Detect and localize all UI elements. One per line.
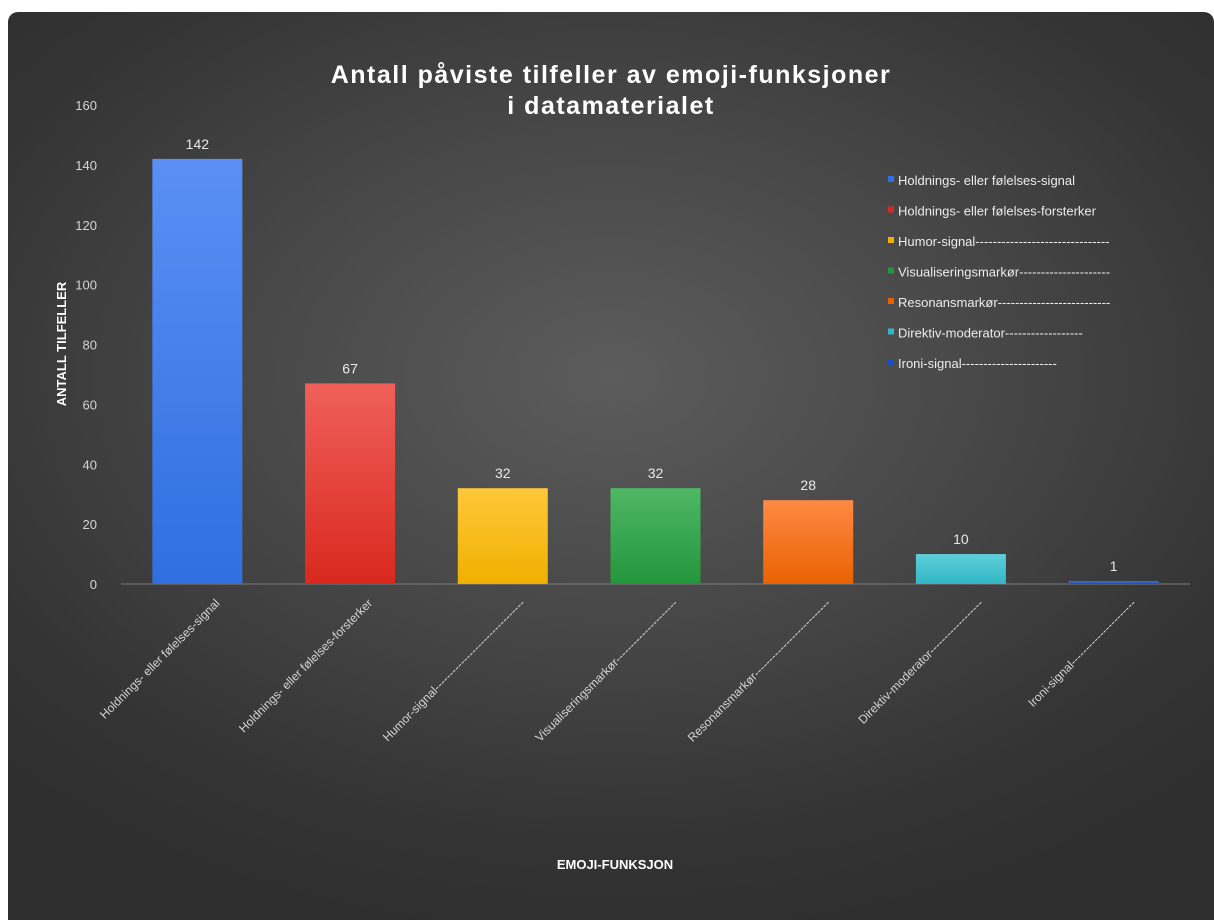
y-tick-label: 60 xyxy=(83,397,97,412)
bar xyxy=(1068,581,1159,584)
legend-swatch xyxy=(888,176,894,182)
data-labels: 142 67 32 32 28 10 1 xyxy=(186,136,1118,574)
legend: Holdnings- eller følelses-signal Holdning… xyxy=(888,173,1110,371)
bar xyxy=(152,158,243,584)
legend-label: Resonansmarkør-------------------------- xyxy=(898,295,1110,310)
legend-swatch xyxy=(888,206,894,213)
data-label: 1 xyxy=(1110,558,1118,574)
chart-panel: Antall påviste tilfeller av emoji-funksj… xyxy=(8,12,1214,920)
x-axis-title: EMOJI-FUNKSJON xyxy=(557,857,673,872)
category-label: Direktiv-moderator------------------ xyxy=(856,596,987,727)
y-tick-label: 20 xyxy=(83,517,97,532)
data-label: 67 xyxy=(342,360,358,376)
legend-label: Humor-signal----------------------------… xyxy=(898,234,1110,249)
y-axis-ticks: 0 20 40 60 80 100 120 140 160 xyxy=(75,98,97,592)
legend-swatch xyxy=(888,267,894,274)
legend-label: Direktiv-moderator------------------ xyxy=(898,326,1083,341)
bar xyxy=(610,488,701,584)
category-label: Visualiseringsmarkør--------------------… xyxy=(532,596,680,744)
legend-label: Ironi-signal---------------------- xyxy=(898,356,1057,371)
x-axis-category-labels: Holdnings- eller følelses-signal Holdning… xyxy=(97,596,1139,744)
bar xyxy=(915,554,1006,584)
bar-chart: Antall påviste tilfeller av emoji-funksj… xyxy=(54,61,1190,872)
category-label: Holdnings- eller følelses-forsterker xyxy=(236,596,375,735)
bar xyxy=(305,383,396,584)
bars xyxy=(152,158,1159,584)
chart-title-line-2: i datamaterialet xyxy=(507,92,714,120)
legend-swatch xyxy=(888,298,894,304)
legend-swatch xyxy=(888,359,894,365)
data-label: 32 xyxy=(648,465,664,481)
chart-title-line-1: Antall påviste tilfeller av emoji-funksj… xyxy=(331,61,892,89)
legend-label: Visualiseringsmarkør--------------------… xyxy=(898,265,1110,280)
category-label: Ironi-signal---------------------- xyxy=(1025,596,1139,710)
y-axis-title: ANTALL TILFELLER xyxy=(54,281,69,406)
data-label: 28 xyxy=(800,477,816,493)
data-label: 10 xyxy=(953,531,969,547)
category-label: Resonansmarkør-------------------------- xyxy=(685,596,833,744)
y-tick-label: 100 xyxy=(75,278,97,293)
legend-label: Holdnings- eller følelses-forsterker xyxy=(898,204,1097,219)
y-tick-label: 140 xyxy=(75,158,97,173)
legend-label: Holdnings- eller følelses-signal xyxy=(898,173,1075,188)
y-tick-label: 120 xyxy=(75,218,97,233)
bar xyxy=(763,500,854,584)
y-tick-label: 0 xyxy=(90,577,97,592)
category-label: Humor-signal----------------------------… xyxy=(380,596,528,744)
data-label: 32 xyxy=(495,465,511,481)
y-tick-label: 40 xyxy=(83,457,97,472)
legend-swatch xyxy=(888,328,894,335)
legend-swatch xyxy=(888,237,894,243)
y-tick-label: 160 xyxy=(75,98,97,113)
y-tick-label: 80 xyxy=(83,338,97,353)
category-label: Holdnings- eller følelses-signal xyxy=(97,596,222,721)
data-label: 142 xyxy=(186,136,210,152)
bar xyxy=(457,488,548,584)
